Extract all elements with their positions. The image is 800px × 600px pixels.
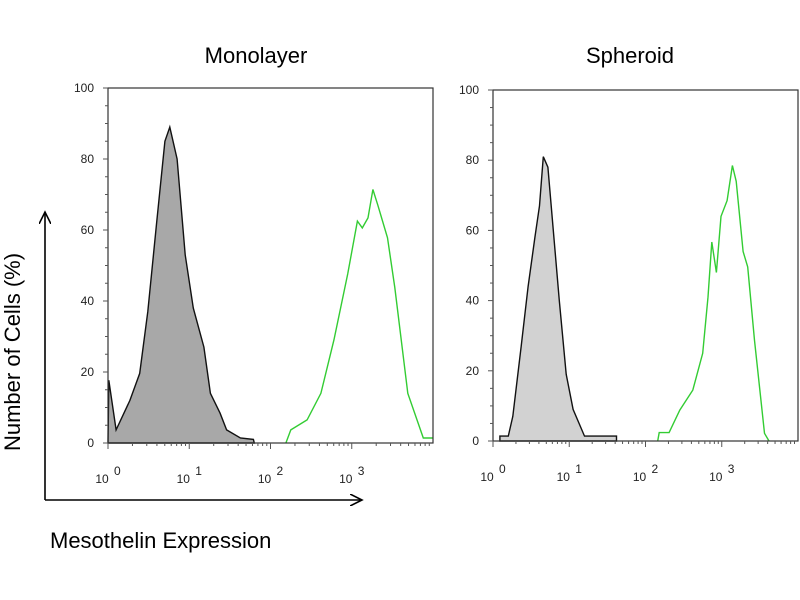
y-tick-label: 20: [81, 365, 95, 379]
x-tick-exponent: 3: [728, 462, 735, 476]
x-tick-exponent: 1: [575, 462, 582, 476]
x-tick-label: 10: [258, 472, 272, 486]
y-axis-label: Number of Cells (%): [0, 253, 25, 451]
x-axis-label: Mesothelin Expression: [50, 528, 271, 553]
x-tick-label: 10: [633, 470, 647, 484]
x-tick-exponent: 2: [652, 462, 659, 476]
x-tick-label: 10: [95, 472, 109, 486]
y-tick-label: 60: [81, 223, 95, 237]
series-isotype-area: [499, 156, 618, 442]
series-mesothelin-line: [285, 189, 433, 444]
y-tick-label: 20: [466, 364, 480, 378]
x-tick-exponent: 0: [114, 464, 121, 478]
series-isotype-area: [107, 124, 256, 444]
x-tick-label: 10: [557, 470, 571, 484]
y-tick-label: 0: [472, 434, 479, 448]
y-tick-label: 80: [81, 152, 95, 166]
y-tick-label: 100: [74, 81, 94, 95]
x-tick-label: 10: [177, 472, 191, 486]
series-mesothelin-line: [657, 165, 770, 442]
panel-title: Spheroid: [586, 43, 674, 68]
x-tick-exponent: 2: [277, 464, 284, 478]
y-tick-label: 40: [81, 294, 95, 308]
y-tick-label: 80: [466, 153, 480, 167]
x-tick-label: 10: [709, 470, 723, 484]
x-tick-exponent: 0: [499, 462, 506, 476]
x-tick-exponent: 1: [195, 464, 202, 478]
y-tick-label: 60: [466, 223, 480, 237]
y-tick-label: 100: [459, 83, 479, 97]
x-tick-exponent: 3: [358, 464, 365, 478]
y-tick-label: 40: [466, 294, 480, 308]
panel-title: Monolayer: [205, 43, 308, 68]
x-tick-label: 10: [480, 470, 494, 484]
y-tick-label: 0: [87, 436, 94, 450]
x-tick-label: 10: [339, 472, 353, 486]
